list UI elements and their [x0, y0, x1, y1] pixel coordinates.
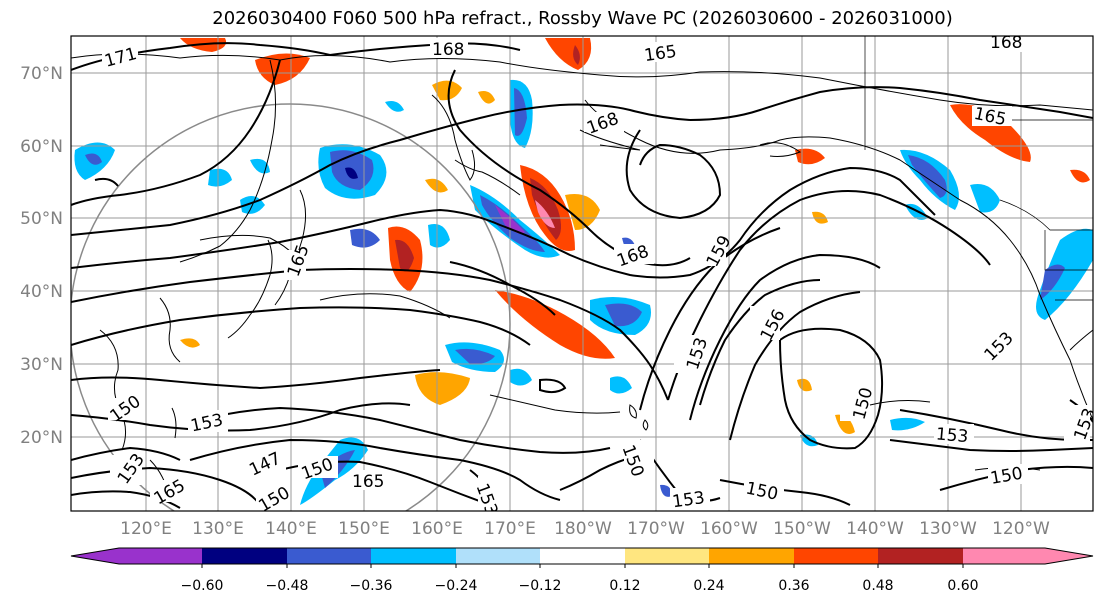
- colorbar-swatch: [540, 548, 625, 564]
- lon-label: 130°W: [919, 519, 977, 539]
- lon-label: 120°E: [120, 519, 172, 539]
- lon-label: 170°E: [484, 519, 536, 539]
- colorbar-tick-label: 0.36: [778, 578, 809, 594]
- colorbar-swatch: [794, 548, 878, 564]
- colorbar-extend-max: [1045, 548, 1093, 564]
- colorbar-swatch: [878, 548, 963, 564]
- contour-label: 153: [935, 424, 969, 447]
- contour-label: 168: [990, 33, 1022, 53]
- lon-label: 140°W: [846, 519, 904, 539]
- lon-label: 150°E: [338, 519, 390, 539]
- lat-label: 40°N: [20, 282, 63, 302]
- colorbar: [70, 547, 1094, 568]
- longitude-labels: 120°E 130°E 140°E 150°E 160°E 170°E 180°…: [120, 519, 1050, 539]
- colorbar-tick-label: −0.48: [266, 578, 309, 594]
- colorbar-swatch: [625, 548, 709, 564]
- colorbar-tick-label: 0.60: [947, 578, 978, 594]
- colorbar-tick-label: 0.12: [609, 578, 640, 594]
- lat-label: 50°N: [20, 209, 63, 229]
- contour-label: 165: [643, 42, 678, 66]
- colorbar-tick-label: 0.24: [693, 578, 724, 594]
- lat-label: 60°N: [20, 137, 63, 157]
- colorbar-swatch: [456, 548, 540, 564]
- lon-label: 150°W: [773, 519, 831, 539]
- geopotential-contours: [71, 42, 1093, 509]
- colorbar-swatch: [963, 548, 1045, 564]
- colorbar-tick-labels: −0.60 −0.48 −0.36 −0.24 −0.12 0.12 0.24 …: [181, 578, 979, 594]
- range-circle: [71, 103, 511, 511]
- colorbar-extend-min: [71, 548, 119, 564]
- contour-label: 165: [352, 472, 384, 492]
- lat-label: 70°N: [20, 64, 63, 84]
- lon-label: 160°E: [411, 519, 463, 539]
- colorbar-swatch: [119, 548, 202, 564]
- lon-label: 130°E: [192, 519, 244, 539]
- lon-label: 180°W: [554, 519, 612, 539]
- latitude-labels: 70°N 60°N 50°N 40°N 30°N 20°N: [20, 64, 63, 448]
- coastlines: [71, 53, 1093, 501]
- map-frame: [70, 35, 1094, 512]
- colorbar-swatch: [371, 548, 456, 564]
- contour-label: 168: [432, 40, 464, 60]
- colorbar-tick-label: −0.12: [519, 578, 562, 594]
- lat-label: 30°N: [20, 355, 63, 375]
- lat-label: 20°N: [20, 428, 63, 448]
- colorbar-swatch: [287, 548, 371, 564]
- map-title: 2026030400 F060 500 hPa refract., Rossby…: [212, 8, 953, 29]
- colorbar-tick-label: 0.48: [862, 578, 893, 594]
- colorbar-swatch: [202, 548, 287, 564]
- map-panel: 171 168 165 168 165 168 165 168 159 156 …: [71, 33, 1093, 512]
- contour-label: 153: [671, 488, 706, 512]
- colorbar-tick-label: −0.36: [350, 578, 393, 594]
- lon-label: 170°W: [627, 519, 685, 539]
- colorbar-outline: [70, 547, 1094, 565]
- colorbar-tick-label: −0.60: [181, 578, 224, 594]
- lon-label: 140°E: [265, 519, 317, 539]
- lon-label: 120°W: [992, 519, 1050, 539]
- lon-label: 160°W: [700, 519, 758, 539]
- colorbar-tick-label: −0.24: [435, 578, 478, 594]
- colorbar-swatch: [709, 548, 794, 564]
